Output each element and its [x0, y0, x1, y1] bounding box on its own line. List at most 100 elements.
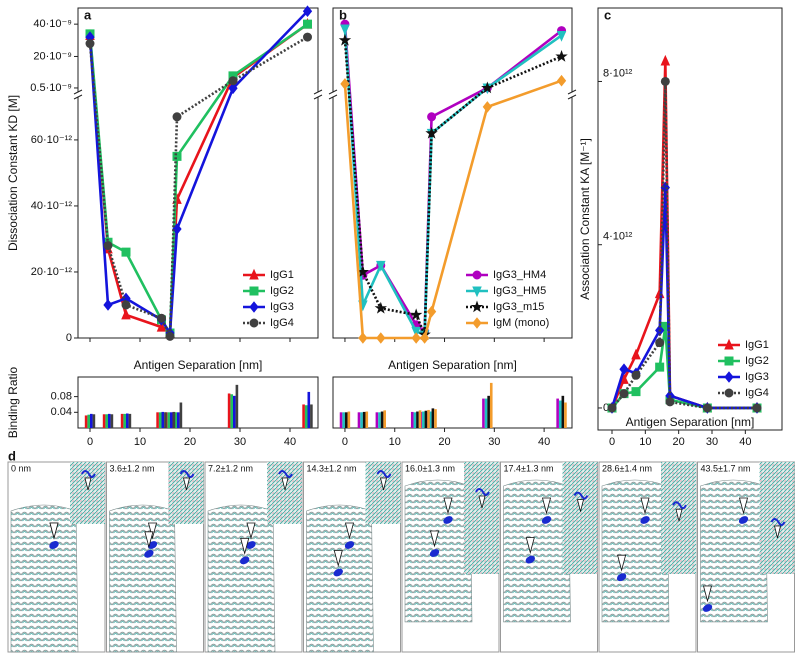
bar — [357, 412, 361, 428]
pointer-arrow — [240, 538, 250, 555]
legend-label: IgG1 — [745, 339, 769, 351]
marker — [358, 332, 368, 344]
x-axis-label: Antigen Separation [nm] — [626, 415, 755, 429]
y-tick-label: 40·10⁻⁹ — [33, 18, 72, 30]
marker — [631, 348, 641, 360]
y-tick-label: 0 — [66, 332, 72, 344]
marker — [481, 81, 494, 94]
x-tick-label: 10 — [639, 436, 651, 448]
marker — [556, 74, 567, 87]
axis-break-gap — [569, 92, 575, 97]
panel-label: b — [339, 7, 347, 22]
legend-label: IgM (mono) — [493, 317, 549, 329]
y-tick-label: 20·10⁻¹² — [31, 266, 73, 278]
legend-marker — [724, 356, 734, 366]
marker — [631, 387, 641, 397]
bar — [304, 405, 308, 428]
marker — [121, 247, 131, 257]
marker — [419, 332, 430, 344]
bar — [487, 395, 490, 428]
x-tick-label: 0 — [342, 436, 348, 448]
bar — [375, 412, 379, 428]
origami-top-view — [759, 462, 795, 574]
x-tick-label: 30 — [488, 436, 500, 448]
y-axis-label: Dissociation Constant KD [M] — [6, 95, 20, 251]
antibody-blob — [738, 516, 749, 524]
bar — [422, 411, 425, 428]
pointer-arrow — [525, 537, 535, 555]
antibody-blob — [616, 573, 627, 582]
bar — [84, 415, 88, 428]
marker — [631, 370, 641, 380]
structure-panel: 28.6±1.4 nm — [598, 461, 697, 653]
antibody-top — [573, 491, 589, 500]
marker — [376, 332, 386, 344]
pointer-arrow — [640, 497, 650, 515]
panel-caption: 16.0±1.3 nm — [405, 463, 455, 473]
pointer-arrow — [541, 497, 552, 515]
pointer-arrow — [478, 495, 486, 509]
bar — [424, 410, 428, 428]
bar — [360, 412, 363, 428]
marker — [376, 260, 386, 272]
bar — [416, 411, 419, 428]
x-tick-label: 20 — [184, 436, 196, 448]
axis-break-mark — [328, 94, 338, 100]
marker — [157, 313, 166, 323]
legend-marker — [472, 270, 482, 280]
marker — [374, 301, 388, 314]
marker — [702, 403, 712, 413]
legend-label: IgG3 — [745, 371, 769, 383]
marker — [303, 19, 312, 29]
legend-label: IgG3_HM4 — [493, 269, 546, 281]
x-tick-label: 20 — [673, 436, 685, 448]
bar — [156, 412, 159, 428]
bar — [484, 398, 488, 428]
x-tick-label: 0 — [609, 436, 615, 448]
pointer-arrow — [429, 530, 440, 548]
marker — [555, 49, 568, 62]
bar — [167, 412, 170, 428]
marker — [228, 82, 238, 95]
panel-caption: 3.6±1.2 nm — [110, 463, 155, 473]
panel-caption: 7.2±1.2 nm — [208, 463, 253, 473]
pointer-arrow — [281, 477, 289, 491]
marker — [302, 5, 313, 18]
legend-label: IgG2 — [270, 285, 294, 297]
marker — [411, 326, 421, 338]
panel-label: d — [8, 448, 16, 463]
bar — [302, 404, 305, 428]
panel-label: c — [604, 7, 611, 22]
antibody-blob — [640, 516, 650, 524]
legend-label: IgG3 — [270, 301, 294, 313]
marker — [121, 300, 131, 310]
structure-panel: 43.5±1.7 nm — [697, 461, 795, 653]
legend-marker — [472, 317, 482, 329]
marker — [482, 101, 492, 113]
marker — [156, 320, 167, 332]
y-axis-label: Binding Ratio — [6, 366, 20, 438]
marker — [103, 299, 113, 311]
pointer-arrow — [144, 531, 154, 549]
origami-tube — [503, 479, 571, 623]
bar — [126, 413, 129, 428]
bar — [342, 412, 345, 428]
pointer-arrow — [617, 554, 627, 572]
antibody-blob — [240, 556, 250, 565]
y-tick-label: 4·10¹² — [603, 231, 633, 243]
x-tick-label: 30 — [234, 436, 246, 448]
y-tick-label: 0.08 — [51, 391, 72, 403]
x-tick-label: 40 — [739, 436, 751, 448]
structure-panel: 7.2±1.2 nm — [204, 461, 303, 653]
panel-caption: 28.6±1.4 nm — [602, 463, 652, 473]
bar — [378, 412, 381, 428]
pointer-arrow — [773, 525, 782, 539]
marker — [607, 403, 617, 413]
x-axis-label: Antigen Separation [nm] — [388, 358, 517, 372]
origami-tube — [207, 504, 276, 653]
origami-tube — [700, 479, 768, 623]
marker — [619, 389, 629, 399]
y-axis-label: Association Constant KA [M⁻¹] — [578, 138, 592, 300]
pointer-arrow — [84, 477, 92, 491]
legend-marker — [724, 338, 734, 350]
